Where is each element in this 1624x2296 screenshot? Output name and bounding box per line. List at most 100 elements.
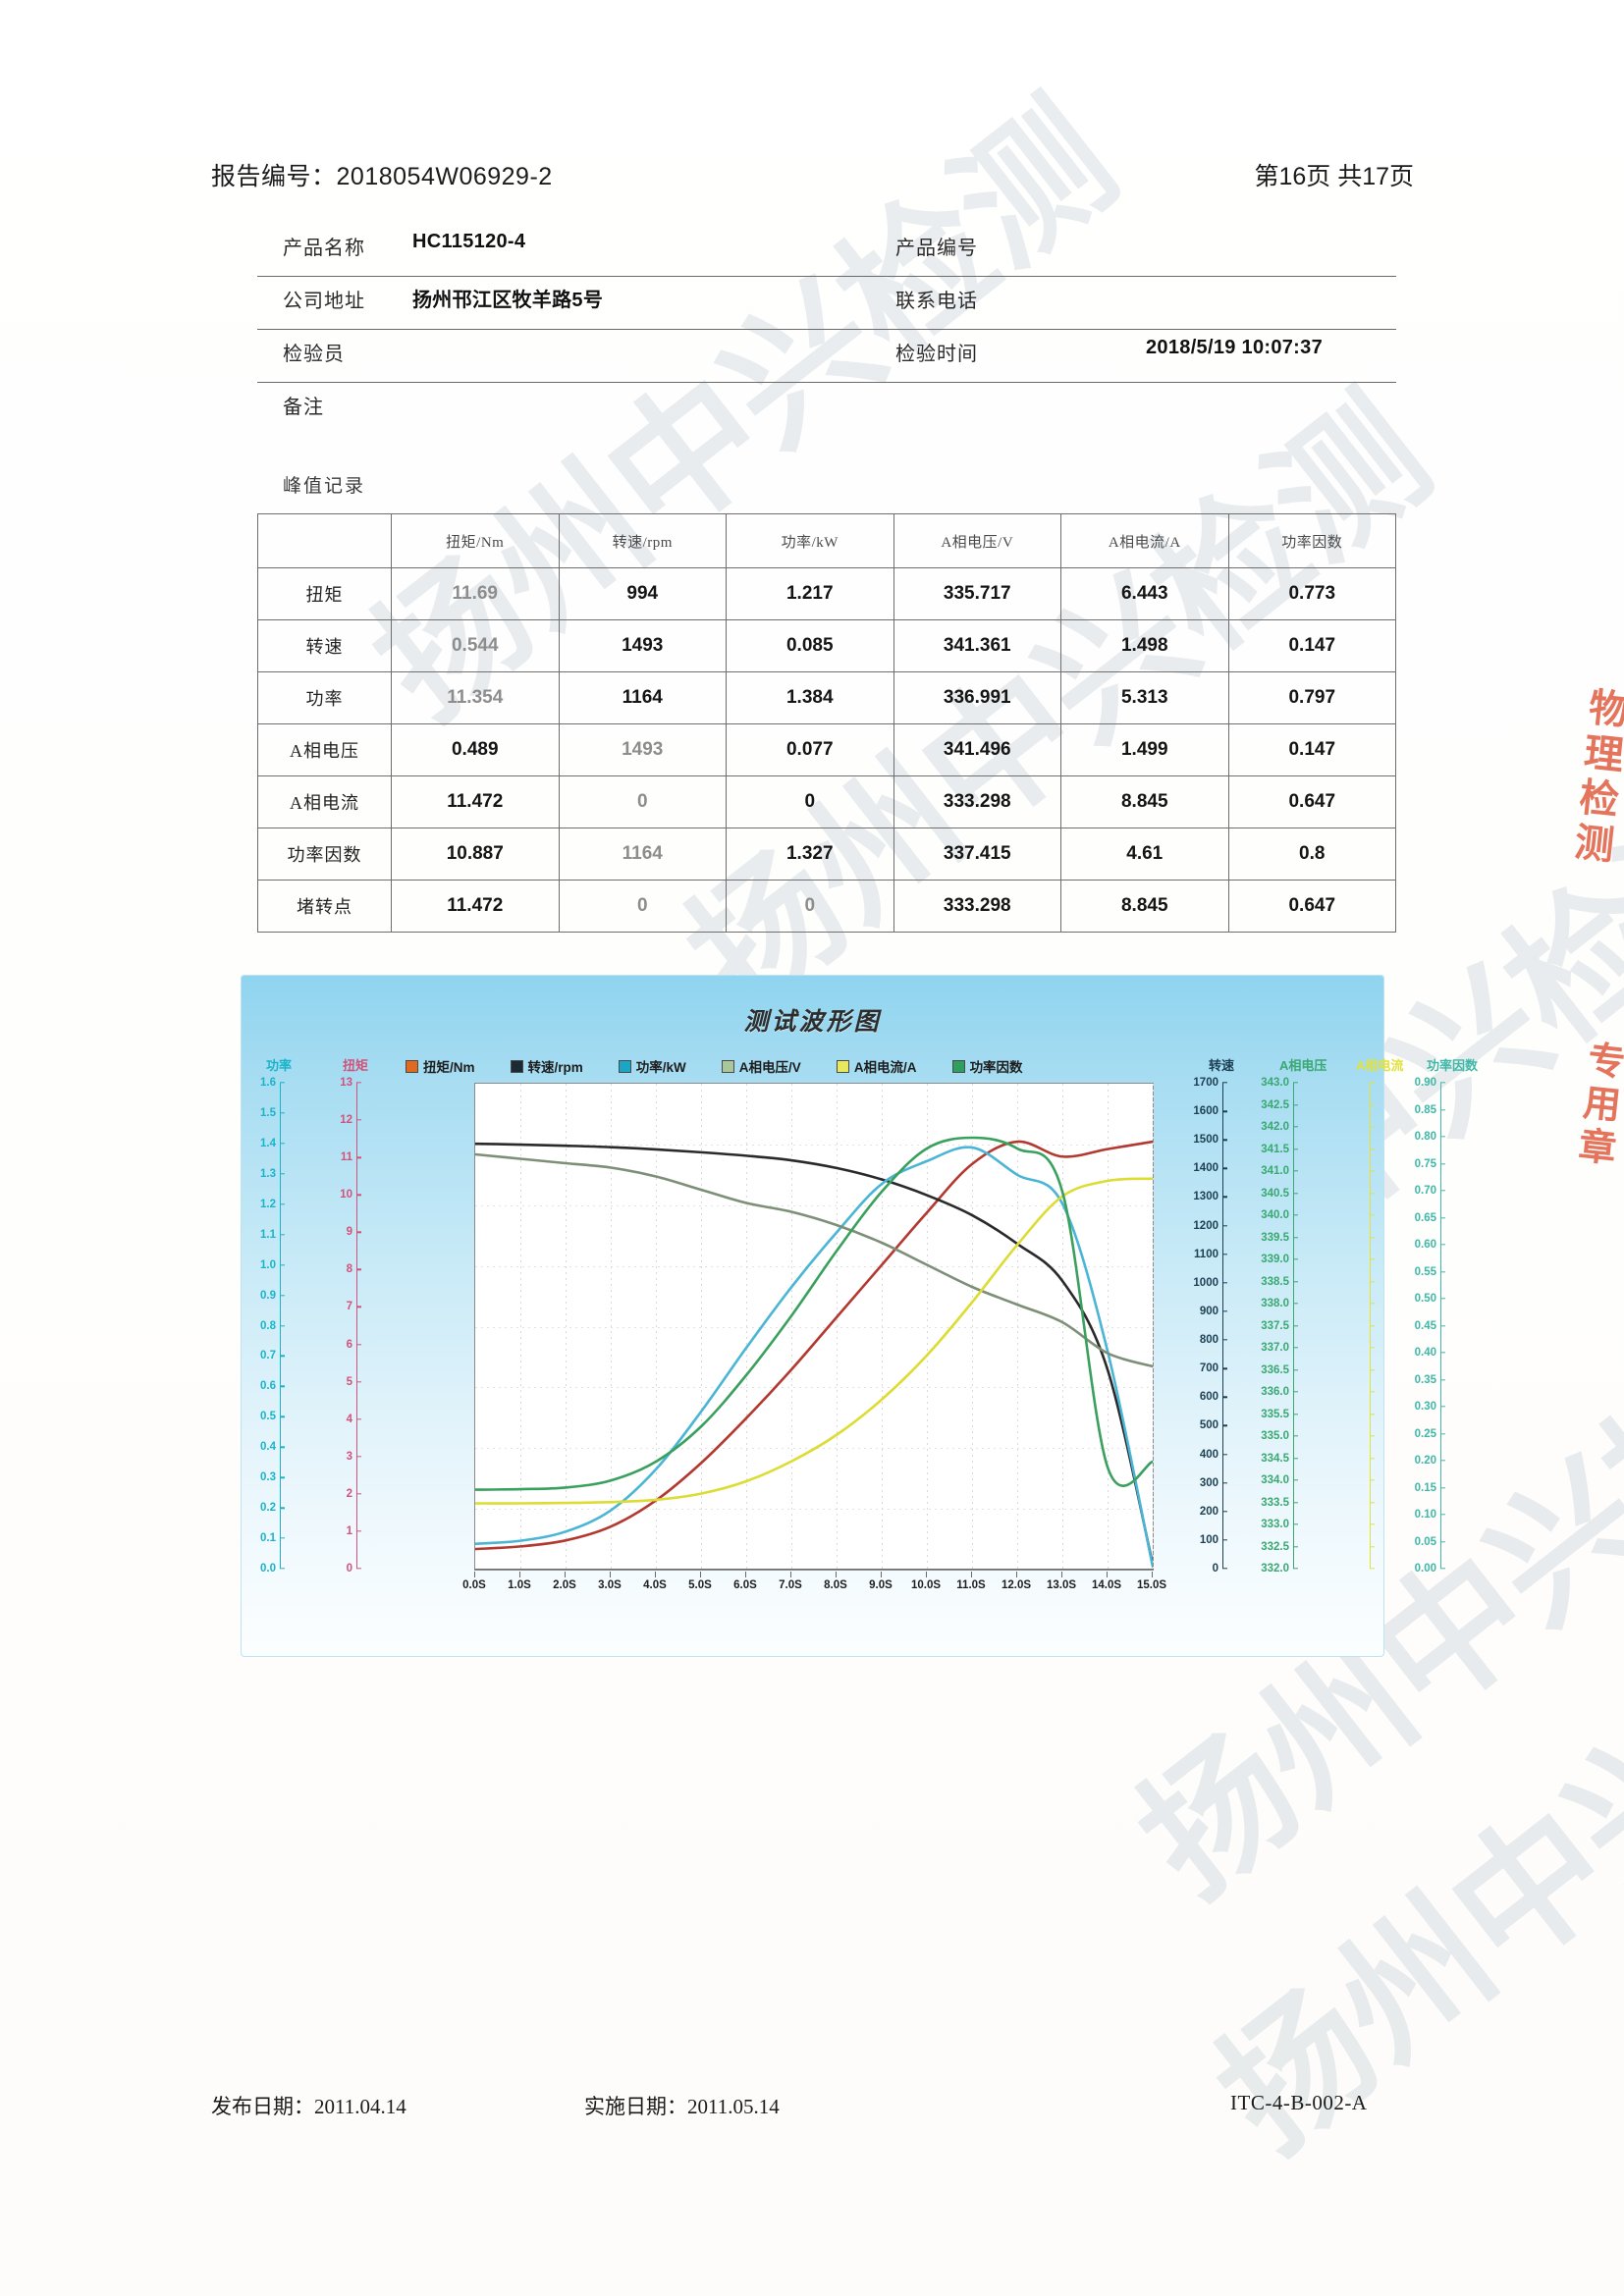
- cell-power: 0.077: [726, 723, 894, 776]
- chart-curves: [475, 1136, 1153, 1569]
- cell-current: 6.443: [1060, 567, 1229, 620]
- y-tick: [1293, 1391, 1298, 1393]
- y-tick: [280, 1537, 285, 1539]
- y-tick-label: 0.05: [1414, 1535, 1436, 1548]
- cell-speed: 0: [558, 775, 727, 828]
- y-tick: [1440, 1352, 1445, 1354]
- gridline-vertical: [656, 1084, 657, 1570]
- y-tick: [1370, 1368, 1375, 1371]
- y-tick: [1370, 1391, 1375, 1393]
- y-tick: [280, 1415, 285, 1418]
- y-axis: [1319, 1082, 1375, 1570]
- x-tick: [881, 1572, 883, 1577]
- cell-torque: 11.472: [391, 775, 560, 828]
- x-tick: [700, 1572, 702, 1577]
- y-tick: [1440, 1082, 1445, 1084]
- y-tick-label: 1.0: [260, 1258, 276, 1271]
- y-tick: [1370, 1126, 1375, 1128]
- y-tick-label: 12: [340, 1114, 352, 1127]
- y-tick: [1370, 1435, 1375, 1437]
- report-number: 报告编号：2018054W06929-2: [211, 157, 553, 192]
- info-label-inspector: 检验员: [283, 344, 345, 365]
- y-tick: [1222, 1339, 1227, 1341]
- cell-voltage: 341.361: [893, 619, 1061, 672]
- y-tick-label: 10: [340, 1189, 352, 1201]
- x-tick-label: 1.0S: [508, 1579, 531, 1591]
- legend-item: 转速/rpm: [510, 1056, 583, 1076]
- table-row: 堵转点 11.472 0 0 333.298 8.845 0.647: [257, 880, 1396, 933]
- col-header-power-factor: 功率因数: [1227, 513, 1396, 568]
- y-tick-label: 341.5: [1261, 1143, 1289, 1155]
- y-tick: [280, 1143, 285, 1145]
- y-tick-label: 11: [340, 1151, 352, 1164]
- y-tick-label: 337.5: [1261, 1319, 1289, 1332]
- gridline-vertical: [1062, 1084, 1063, 1570]
- y-tick: [1370, 1413, 1375, 1415]
- y-tick: [1440, 1108, 1445, 1111]
- y-tick: [356, 1493, 361, 1495]
- x-tick: [565, 1572, 567, 1577]
- y-tick: [1440, 1378, 1445, 1381]
- cell-speed: 1493: [558, 723, 727, 776]
- y-tick: [356, 1119, 361, 1121]
- y-tick: [1293, 1103, 1298, 1106]
- info-label-company-address: 公司地址: [283, 291, 365, 312]
- y-tick: [1440, 1244, 1445, 1246]
- y-tick: [356, 1568, 361, 1570]
- y-tick-label: 342.5: [1261, 1098, 1289, 1111]
- cell-power-factor: 0.797: [1227, 671, 1396, 724]
- row-label: 功率: [257, 671, 392, 724]
- y-tick: [1222, 1481, 1227, 1484]
- y-tick: [1293, 1324, 1298, 1327]
- y-tick: [1370, 1457, 1375, 1460]
- row-label: A相电压: [257, 723, 392, 776]
- y-tick: [1370, 1303, 1375, 1305]
- cell-torque: 10.887: [391, 828, 560, 881]
- cell-voltage: 341.496: [893, 723, 1061, 776]
- cell-current: 8.845: [1060, 880, 1229, 933]
- y-tick: [1370, 1568, 1375, 1570]
- gridline-vertical: [927, 1084, 928, 1570]
- y-tick: [356, 1194, 361, 1196]
- y-tick-label: 0: [1212, 1563, 1218, 1575]
- y-tick: [1370, 1082, 1375, 1084]
- y-tick-label: 0.70: [1414, 1185, 1436, 1197]
- info-row: 产品名称 HC115120-4 产品编号: [257, 224, 1396, 277]
- y-tick: [1293, 1435, 1298, 1437]
- info-row: 备注: [257, 383, 1396, 435]
- x-tick: [971, 1572, 973, 1577]
- y-tick: [1222, 1139, 1227, 1141]
- y-tick: [356, 1530, 361, 1532]
- y-tick-label: 900: [1199, 1305, 1218, 1317]
- x-axis-line: [474, 1569, 1154, 1571]
- row-label: 转速: [257, 619, 392, 672]
- legend-label: 转速/rpm: [527, 1060, 583, 1075]
- y-tick-label: 1200: [1193, 1219, 1218, 1232]
- y-tick: [280, 1446, 285, 1448]
- y-tick-label: 1700: [1193, 1077, 1218, 1089]
- y-tick: [1222, 1396, 1227, 1398]
- y-tick-label: 1.5: [260, 1106, 276, 1119]
- red-seal-stamp: 物理检测: [1566, 685, 1624, 870]
- y-tick-label: 0.3: [260, 1471, 276, 1484]
- report-number-value: 2018054W06929-2: [336, 163, 553, 190]
- y-tick: [280, 1233, 285, 1236]
- x-tick-label: 3.0S: [598, 1579, 622, 1591]
- x-tick: [655, 1572, 657, 1577]
- y-tick: [1440, 1298, 1445, 1300]
- series-line: [475, 1136, 1153, 1491]
- y-tick-label: 6: [346, 1338, 352, 1351]
- cell-power: 0: [726, 880, 894, 933]
- y-tick-label: 0.00: [1414, 1563, 1436, 1575]
- y-tick: [1293, 1501, 1298, 1504]
- info-label-product-code: 产品编号: [895, 238, 978, 259]
- cell-voltage: 336.991: [893, 671, 1061, 724]
- y-tick-label: 0.15: [1414, 1481, 1436, 1494]
- plot-area: [474, 1083, 1154, 1571]
- table-row: 功率 11.354 1164 1.384 336.991 5.313 0.797: [257, 671, 1396, 724]
- y-tick-label: 335.5: [1261, 1408, 1289, 1420]
- col-header-voltage: A相电压/V: [893, 513, 1061, 568]
- table-row: 扭矩 11.69 994 1.217 335.717 6.443 0.773: [257, 567, 1396, 620]
- y-tick: [1440, 1568, 1445, 1570]
- y-tick-label: 1300: [1193, 1191, 1218, 1203]
